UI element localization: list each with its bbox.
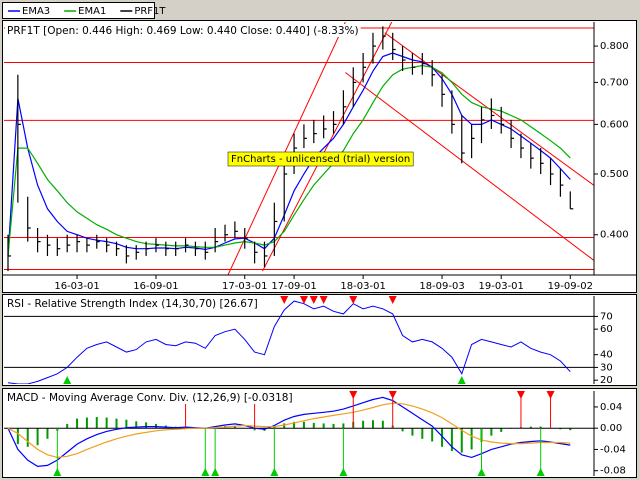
plot-area (4, 391, 594, 476)
panel-title-bg (5, 391, 295, 404)
legend: EMA3 EMA1 PRF1T (2, 2, 166, 19)
trend-line (384, 32, 594, 187)
x-tick-label: 18-09-03 (419, 281, 464, 292)
sell-signal (349, 296, 358, 304)
ema-line (7, 52, 571, 257)
sell-signal (388, 296, 397, 304)
y-tick-label: 0.600 (600, 119, 629, 130)
y-tick-label: 70 (600, 311, 613, 322)
x-tick-label: 19-03-01 (479, 281, 524, 292)
buy-signal (53, 468, 62, 476)
panel-title: MACD - Moving Average Conv. Div. (12,26,… (7, 392, 293, 404)
sell-signal (319, 296, 328, 304)
buy-signal (457, 376, 466, 384)
sell-signal (516, 391, 525, 399)
y-tick-label: 40 (600, 350, 613, 361)
buy-signal (270, 468, 279, 476)
buy-signal (339, 468, 348, 476)
x-tick-label: 17-03-01 (222, 281, 267, 292)
ema-line (7, 64, 571, 257)
watermark-text: FnCharts - unlicensed (trial) version (231, 154, 410, 165)
legend-box (2, 2, 155, 19)
panel-title-bg (5, 297, 260, 310)
buy-signal (211, 468, 220, 476)
y-tick-label: 0.04 (600, 402, 622, 413)
trend-line (262, 22, 393, 272)
x-tick-label: 17-09-01 (271, 281, 316, 292)
sell-signal (546, 391, 555, 399)
y-tick-label: 0.00 (600, 423, 622, 434)
y-tick-label: 30 (600, 362, 613, 373)
panel-title: PRF1T [Open: 0.446 High: 0.469 Low: 0.44… (7, 25, 359, 37)
y-tick-label: -0.08 (600, 466, 626, 477)
y-tick-label: 0.800 (600, 41, 629, 52)
rsi-panel (2, 294, 637, 386)
sell-signal (388, 391, 397, 399)
plot-area (4, 22, 594, 275)
trend-line (227, 22, 346, 275)
sell-signal (349, 391, 358, 399)
y-tick-label: 20 (600, 375, 613, 386)
x-tick-label: 16-03-01 (54, 281, 99, 292)
buy-signal (63, 376, 72, 384)
y-tick-label: 0.500 (600, 169, 629, 180)
y-tick-label: 0.700 (600, 77, 629, 88)
y-tick-label: 60 (600, 324, 613, 335)
sell-signal (309, 296, 318, 304)
buy-signal (536, 468, 545, 476)
panel-title: RSI - Relative Strength Index (14,30,70)… (7, 298, 258, 310)
y-tick-label: 0.400 (600, 230, 629, 241)
buy-signal (201, 468, 210, 476)
watermark-box (227, 151, 414, 167)
macd-line (7, 402, 571, 459)
y-tick-label: -0.04 (600, 444, 626, 455)
legend-label: EMA3 (22, 6, 50, 17)
legend-label: PRF1T (134, 6, 166, 17)
rsi-line (7, 300, 571, 384)
plot-area (4, 296, 594, 384)
sell-signal (299, 296, 308, 304)
legend-label: EMA1 (78, 6, 106, 17)
macd-line (7, 396, 571, 468)
x-tick-label: 16-09-01 (133, 281, 178, 292)
x-tick-label: 18-03-01 (340, 281, 385, 292)
sell-signal (280, 296, 289, 304)
buy-signal (477, 468, 486, 476)
panel-title-bg (5, 24, 361, 37)
trend-line (345, 72, 594, 262)
x-tick-label: 19-09-02 (548, 281, 593, 292)
